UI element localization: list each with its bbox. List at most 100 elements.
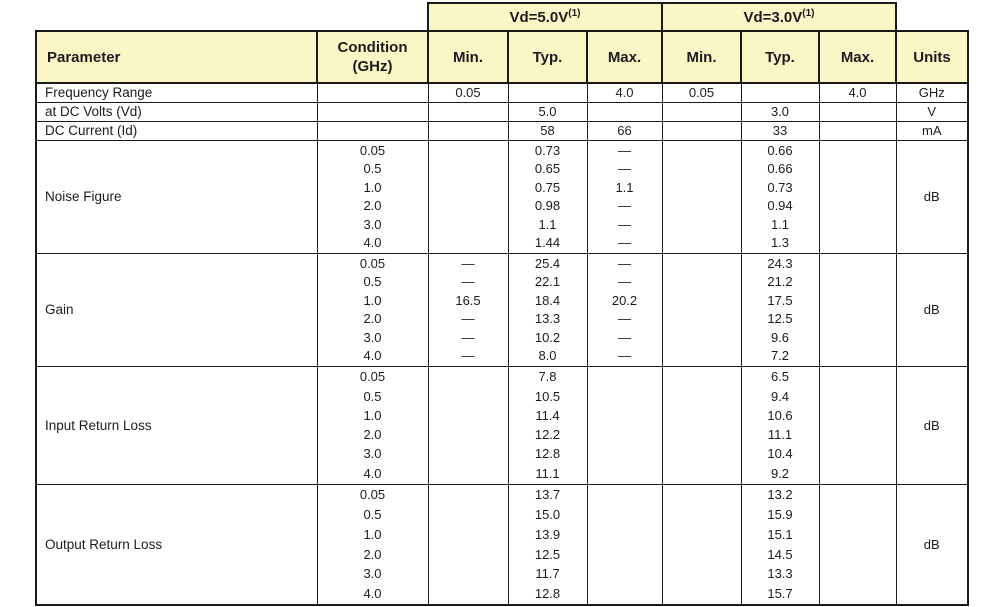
cell-line: 1.3 <box>770 235 790 251</box>
units-cell: dB <box>895 483 969 606</box>
vd5-max-cell: — — 1.1 — — — <box>586 139 663 254</box>
vd5-max-values: — — 1.1 — — — <box>588 141 662 252</box>
units-cell: dB <box>895 365 969 485</box>
vd5-min-cell: 0.05 <box>427 82 509 103</box>
col-header-typ-vd3: Typ. <box>740 30 820 84</box>
vd3-min-cell <box>661 120 742 141</box>
vd3-max-cell <box>818 483 897 606</box>
vd5-typ-values: 13.7 15.0 13.9 12.5 11.7 12.8 <box>509 485 587 604</box>
cell-line: 13.3 <box>767 566 793 582</box>
cell-line: 3.0 <box>363 446 382 462</box>
vd5-min-cell <box>427 120 509 141</box>
col-group-header-vd3: Vd=3.0V(1) <box>661 2 897 32</box>
cell-line: 0.5 <box>363 161 382 177</box>
condition-cell <box>316 120 429 141</box>
vd3-min-cell <box>661 483 742 606</box>
cell-line: 0.05 <box>359 369 386 385</box>
cell-line: 1.0 <box>363 526 382 542</box>
vd3-min-cell <box>661 139 742 254</box>
cell-line: 24.3 <box>767 255 793 271</box>
col-header-parameter: Parameter <box>35 30 318 84</box>
cell-line: 25.4 <box>534 255 561 271</box>
cell-line: 11.1 <box>535 465 560 481</box>
vd5-typ-cell: 25.4 22.1 18.4 13.3 10.2 8.0 <box>507 252 588 367</box>
spec-table: Vd=5.0V(1) Vd=3.0V(1) Parameter Conditio… <box>35 2 969 606</box>
condition-cell <box>316 82 429 103</box>
vd5-typ-cell: 58 <box>507 120 588 141</box>
vd5-max-cell <box>586 101 663 122</box>
vd5-min-values: — — 16.5 — — — <box>429 254 508 365</box>
vd5-typ-cell: 5.0 <box>507 101 588 122</box>
cell-line: — <box>618 329 631 345</box>
parameter-cell: Noise Figure <box>35 139 318 254</box>
condition-line1: Condition <box>337 39 408 56</box>
vd5-typ-cell: 0.73 0.65 0.75 0.98 1.1 1.44 <box>507 139 588 254</box>
condition-values: 0.05 0.5 1.0 2.0 3.0 4.0 <box>318 485 428 604</box>
vd3-typ-values: 13.2 15.9 15.1 14.5 13.3 15.7 <box>742 485 819 604</box>
cell-line: 14.5 <box>767 546 793 562</box>
units-cell: mA <box>895 120 969 141</box>
vd5-max-cell: 4.0 <box>586 82 663 103</box>
cell-line: 1.0 <box>363 407 382 423</box>
column-header-row: Parameter Condition (GHz) Min. Typ. Max. … <box>35 30 969 84</box>
cell-line: 8.0 <box>538 348 557 364</box>
table-row-noise-figure: Noise Figure 0.05 0.5 1.0 2.0 3.0 4.0 0.73 0.6… <box>35 139 969 254</box>
cell-line: 7.2 <box>770 348 790 364</box>
cell-line: 2.0 <box>363 546 382 562</box>
condition-values: 0.05 0.5 1.0 2.0 3.0 4.0 <box>318 141 428 252</box>
cell-line: 11.7 <box>535 566 560 582</box>
cell-line: — <box>618 161 631 177</box>
vd5-max-cell <box>586 365 663 485</box>
vd5-typ-cell: 13.7 15.0 13.9 12.5 11.7 12.8 <box>507 483 588 606</box>
cell-line: — <box>618 142 631 158</box>
cell-line: 16.5 <box>455 292 481 308</box>
vd3-min-cell <box>661 365 742 485</box>
cell-line: 0.05 <box>359 255 386 271</box>
cell-line: 9.4 <box>770 388 790 404</box>
cell-line: 1.0 <box>363 292 382 308</box>
col-header-min-vd3: Min. <box>661 30 742 84</box>
condition-cell <box>316 101 429 122</box>
cell-line: — <box>618 348 631 364</box>
cell-line: 0.05 <box>359 487 386 503</box>
cell-line: 12.5 <box>767 311 793 327</box>
cell-line: 2.0 <box>363 427 382 443</box>
cell-line: 0.5 <box>363 388 382 404</box>
vd3-typ-cell: 0.66 0.66 0.73 0.94 1.1 1.3 <box>740 139 820 254</box>
cell-line: — <box>461 255 475 271</box>
vd5-min-cell <box>427 483 509 606</box>
parameter-cell: Input Return Loss <box>35 365 318 485</box>
cell-line: — <box>461 311 475 327</box>
vd3-typ-cell: 33 <box>740 120 820 141</box>
vd3-max-cell <box>818 101 897 122</box>
vd5-min-cell <box>427 101 509 122</box>
cell-line: — <box>618 274 631 290</box>
cell-line: 12.8 <box>534 586 561 602</box>
cell-line: 1.0 <box>363 179 382 195</box>
parameter-cell: DC Current (Id) <box>35 120 318 141</box>
parameter-cell: at DC Volts (Vd) <box>35 101 318 122</box>
vd5-min-cell <box>427 365 509 485</box>
cell-line: 0.75 <box>534 179 561 195</box>
cell-line: 17.5 <box>767 292 793 308</box>
cell-line: 12.2 <box>534 427 561 443</box>
cell-line: 7.8 <box>538 369 557 385</box>
vd3-min-cell <box>661 252 742 367</box>
cell-line: 10.4 <box>767 446 793 462</box>
cell-line: 20.2 <box>611 292 638 308</box>
cell-line: 4.0 <box>363 465 382 481</box>
vd3-max-cell: 4.0 <box>818 82 897 103</box>
cell-line: — <box>461 348 475 364</box>
condition-line2: (GHz) <box>352 58 393 75</box>
vd3-max-cell <box>818 139 897 254</box>
table-row-frequency-range: Frequency Range 0.05 4.0 0.05 4.0 GHz <box>35 82 969 103</box>
cell-line: 15.0 <box>534 507 561 522</box>
vd3-max-cell <box>818 365 897 485</box>
cell-line: 1.44 <box>534 235 561 251</box>
vd5-max-cell: — — 20.2 — — — <box>586 252 663 367</box>
vd5-min-cell <box>427 139 509 254</box>
band-spacer-left <box>36 3 428 31</box>
vd5-typ-cell: 7.8 10.5 11.4 12.2 12.8 11.1 <box>507 365 588 485</box>
cell-line: 13.3 <box>534 311 561 327</box>
